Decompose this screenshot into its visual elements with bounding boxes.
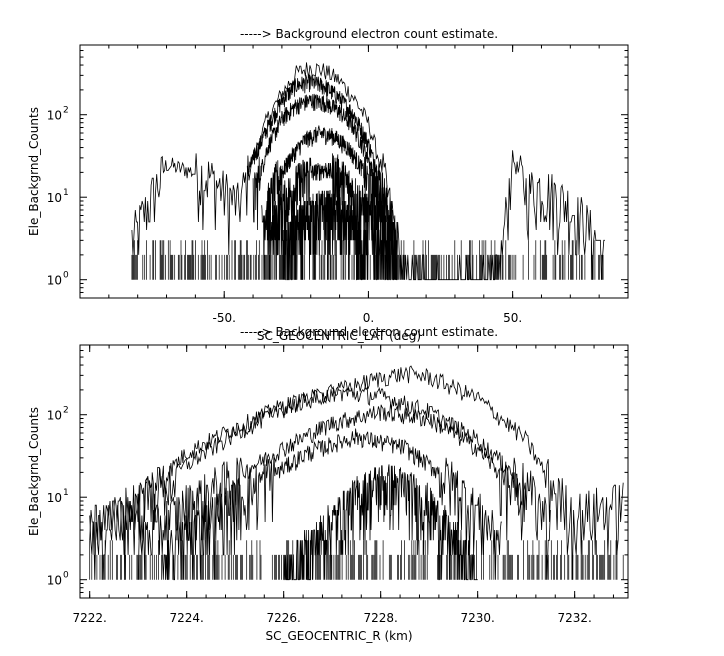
series-line-5 — [267, 153, 384, 281]
series-line-1 — [131, 62, 605, 281]
x-tick-label: 0. — [363, 311, 374, 325]
panel-bottom: -----> Background electron count estimat… — [27, 325, 629, 643]
series-line-2 — [246, 73, 398, 280]
y-tick-label-base: 10 — [47, 274, 62, 288]
y-tick-label-exponent: 0 — [63, 571, 69, 581]
baseline-noise — [89, 540, 624, 580]
chart-title: -----> Background electron count estimat… — [240, 325, 498, 339]
x-tick-label: 7222. — [73, 611, 107, 625]
x-axis-label: SC_GEOCENTRIC_R (km) — [266, 629, 413, 643]
y-axis-label: Ele_Backgrnd_Counts — [27, 107, 41, 236]
series-line-6 — [281, 190, 369, 281]
y-tick-label-exponent: 1 — [63, 488, 69, 498]
plot-frame — [79, 344, 629, 599]
series-line-4 — [261, 125, 392, 281]
series-line-4 — [162, 428, 502, 581]
x-tick-label: 7228. — [363, 611, 397, 625]
y-tick-label-exponent: 2 — [63, 106, 69, 116]
x-tick-label: -50. — [212, 311, 235, 325]
series-line-2 — [89, 383, 551, 580]
x-tick-label: 7232. — [557, 611, 591, 625]
panel-top: -----> Background electron count estimat… — [27, 27, 629, 343]
y-tick-label-exponent: 2 — [63, 406, 69, 416]
y-tick-label-base: 10 — [47, 191, 62, 205]
series-line-3 — [137, 403, 527, 580]
plot-frame — [79, 44, 629, 299]
y-tick-label-base: 10 — [47, 491, 62, 505]
x-tick-label: 7224. — [170, 611, 204, 625]
plot-area — [131, 62, 605, 281]
x-tick-label: 50. — [503, 311, 522, 325]
plot-area — [89, 365, 624, 581]
baseline-noise — [131, 240, 604, 280]
x-axis-label: SC_GEOCENTRIC_LAT (deg) — [257, 329, 421, 343]
series-line-3 — [252, 93, 398, 281]
x-tick-label: 7226. — [267, 611, 301, 625]
series-line-5 — [283, 464, 478, 581]
y-tick-label-exponent: 1 — [63, 188, 69, 198]
y-tick-label-base: 10 — [47, 574, 62, 588]
y-tick-label-exponent: 0 — [63, 271, 69, 281]
x-tick-label: 7230. — [460, 611, 494, 625]
series-line-1 — [89, 365, 624, 580]
y-tick-label-base: 10 — [47, 109, 62, 123]
chart-title: -----> Background electron count estimat… — [240, 27, 498, 41]
y-axis-label: Ele_Backgrnd_Counts — [27, 407, 41, 536]
y-tick-label-base: 10 — [47, 409, 62, 423]
